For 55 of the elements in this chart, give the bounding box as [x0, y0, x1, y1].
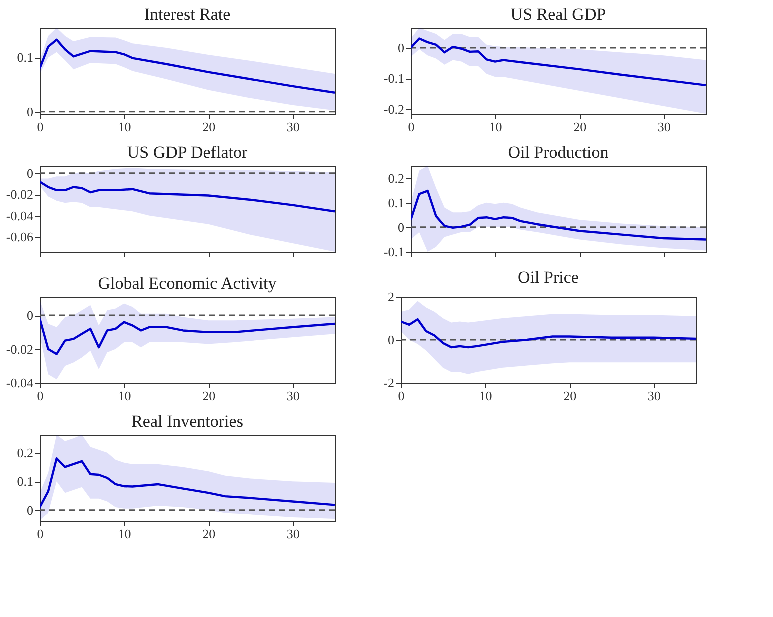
- y-tick-label: -0.2: [384, 102, 404, 117]
- x-tick-label: 10: [489, 120, 502, 134]
- line-series: [40, 457, 335, 509]
- line-series: [411, 38, 706, 87]
- y-tick-label: 0: [27, 308, 34, 324]
- y-tick-label: -0.06: [6, 230, 34, 245]
- x-tick-label: 30: [286, 388, 300, 404]
- y-tick-label: 0.2: [388, 170, 404, 186]
- y-tick-label: -0.02: [6, 187, 34, 202]
- x-tick-label: 30: [286, 526, 300, 542]
- line-series: [40, 180, 335, 213]
- chart-title: Interest Rate: [144, 5, 231, 24]
- y-tick-label: 0: [398, 40, 404, 56]
- chart-title: Oil Price: [518, 268, 579, 287]
- x-tick-label: 20: [202, 388, 216, 404]
- y-tick-label: 0: [27, 502, 34, 518]
- y-tick-label: -0.1: [384, 71, 404, 86]
- x-tick-label: 20: [202, 526, 216, 542]
- line-series: [411, 190, 706, 241]
- y-tick-label: 2: [388, 290, 394, 304]
- y-tick-label: 0: [398, 220, 404, 235]
- x-tick-label: 0: [37, 526, 44, 542]
- chart-title: Real Inventories: [132, 412, 244, 431]
- x-tick-label: 0: [37, 388, 44, 404]
- line-series: [40, 318, 335, 356]
- chart-title: US GDP Deflator: [127, 143, 248, 162]
- y-tick-label: 0: [388, 332, 394, 348]
- x-tick-label: 10: [479, 388, 492, 404]
- x-tick-label: 20: [574, 120, 587, 134]
- y-tick-label: -0.1: [384, 244, 404, 260]
- x-tick-label: 0: [37, 120, 44, 134]
- line-series: [40, 38, 335, 94]
- y-tick-label: -2: [384, 376, 394, 390]
- x-tick-label: 30: [648, 388, 661, 404]
- y-tick-label: 0.2: [17, 445, 34, 460]
- line-series: [401, 318, 696, 349]
- chart-title: Global Economic Activity: [98, 274, 278, 293]
- x-tick-label: 20: [564, 388, 577, 404]
- y-tick-label: -0.02: [6, 342, 34, 357]
- x-tick-label: 30: [658, 120, 671, 134]
- y-tick-label: 0.1: [17, 474, 34, 490]
- chart-title: Oil Production: [508, 143, 610, 162]
- y-tick-label: -0.04: [6, 376, 34, 390]
- y-tick-label: 0.1: [17, 50, 34, 66]
- x-tick-label: 20: [202, 120, 216, 134]
- y-tick-label: 0: [27, 166, 34, 181]
- x-tick-label: 10: [118, 388, 132, 404]
- x-tick-label: 30: [286, 120, 300, 134]
- chart-title: US Real GDP: [510, 5, 606, 24]
- x-tick-label: 0: [408, 120, 415, 134]
- y-tick-label: 0: [27, 104, 34, 120]
- y-tick-label: 0.1: [388, 195, 404, 210]
- y-tick-label: -0.04: [6, 208, 34, 224]
- x-tick-label: 10: [118, 526, 132, 542]
- x-tick-label: 10: [118, 120, 132, 134]
